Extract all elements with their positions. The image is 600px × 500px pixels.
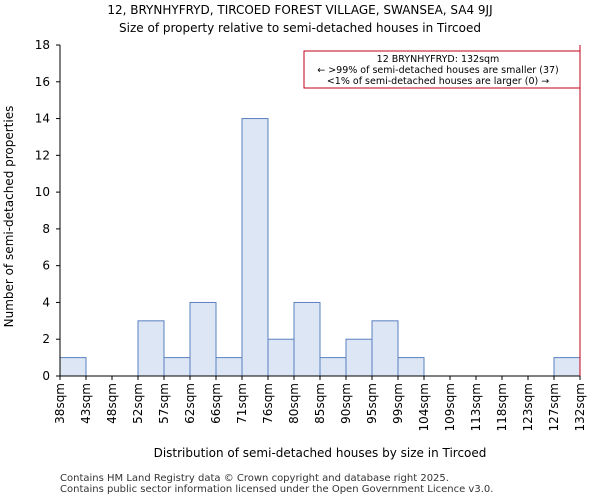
bar-71sqm xyxy=(241,118,269,377)
x-tick-label: 85sqm xyxy=(313,383,327,424)
x-tick-label: 66sqm xyxy=(209,383,223,424)
y-axis-label: Number of semi-detached properties xyxy=(2,106,16,328)
bar-95sqm xyxy=(371,320,399,377)
y-tick-label: 8 xyxy=(42,222,50,236)
y-tick-label: 2 xyxy=(42,332,50,346)
y-tick-label: 6 xyxy=(42,259,50,273)
annotation-line-1: 12 BRYNHYFRYD: 132sqm xyxy=(377,54,500,65)
x-tick-label: 99sqm xyxy=(391,383,405,424)
x-tick-label: 118sqm xyxy=(495,383,509,431)
bar-66sqm xyxy=(215,357,243,377)
x-tick-label: 38sqm xyxy=(53,383,67,424)
y-tick-label: 16 xyxy=(35,75,50,89)
y-tick-label: 12 xyxy=(35,148,50,162)
annotation-box xyxy=(303,50,581,89)
bar-99sqm xyxy=(397,357,425,377)
chart-title: 12, BRYNHYFRYD, TIRCOED FOREST VILLAGE, … xyxy=(107,3,493,17)
footer-copyright: Contains HM Land Registry data © Crown c… xyxy=(60,473,449,484)
chart-subtitle: Size of property relative to semi-detach… xyxy=(119,21,481,35)
y-tick-label: 14 xyxy=(35,112,50,126)
x-tick-label: 123sqm xyxy=(521,383,535,431)
x-tick-label: 71sqm xyxy=(235,383,249,424)
marker-annotation: 12 BRYNHYFRYD: 132sqm ← >99% of semi-det… xyxy=(303,50,581,89)
x-tick-label: 95sqm xyxy=(365,383,379,424)
x-tick-label: 57sqm xyxy=(157,383,171,424)
x-tick-label: 48sqm xyxy=(105,383,119,424)
footer-licence: Contains public sector information licen… xyxy=(60,484,494,495)
x-tick-label: 104sqm xyxy=(417,383,431,431)
bar-38sqm xyxy=(59,357,87,377)
annotation-line-2: ← >99% of semi-detached houses are small… xyxy=(317,65,559,76)
bar-62sqm xyxy=(189,301,217,377)
x-tick-label: 43sqm xyxy=(79,383,93,424)
bar-80sqm xyxy=(293,301,321,377)
x-tick-label: 52sqm xyxy=(131,383,145,424)
x-tick-label: 90sqm xyxy=(339,383,353,424)
bar-90sqm xyxy=(345,338,373,377)
bar-76sqm xyxy=(267,338,295,377)
x-tick-label: 62sqm xyxy=(183,383,197,424)
y-tick-label: 4 xyxy=(42,295,50,309)
y-tick-label: 0 xyxy=(42,369,50,383)
y-tick-label: 18 xyxy=(35,38,50,52)
x-tick-label: 113sqm xyxy=(469,383,483,431)
bar-52sqm xyxy=(137,320,165,377)
x-tick-label: 109sqm xyxy=(443,383,457,431)
annotation-line-3: <1% of semi-detached houses are larger (… xyxy=(327,76,549,87)
x-tick-label: 80sqm xyxy=(287,383,301,424)
bar-85sqm xyxy=(319,357,347,377)
x-axis-label: Distribution of semi-detached houses by … xyxy=(154,446,487,460)
x-tick-label: 76sqm xyxy=(261,383,275,424)
bar-57sqm xyxy=(163,357,191,377)
x-tick-label: 132sqm xyxy=(573,383,587,431)
bar-127sqm xyxy=(553,357,581,377)
y-tick-label: 10 xyxy=(35,185,50,199)
x-tick-label: 127sqm xyxy=(547,383,561,431)
